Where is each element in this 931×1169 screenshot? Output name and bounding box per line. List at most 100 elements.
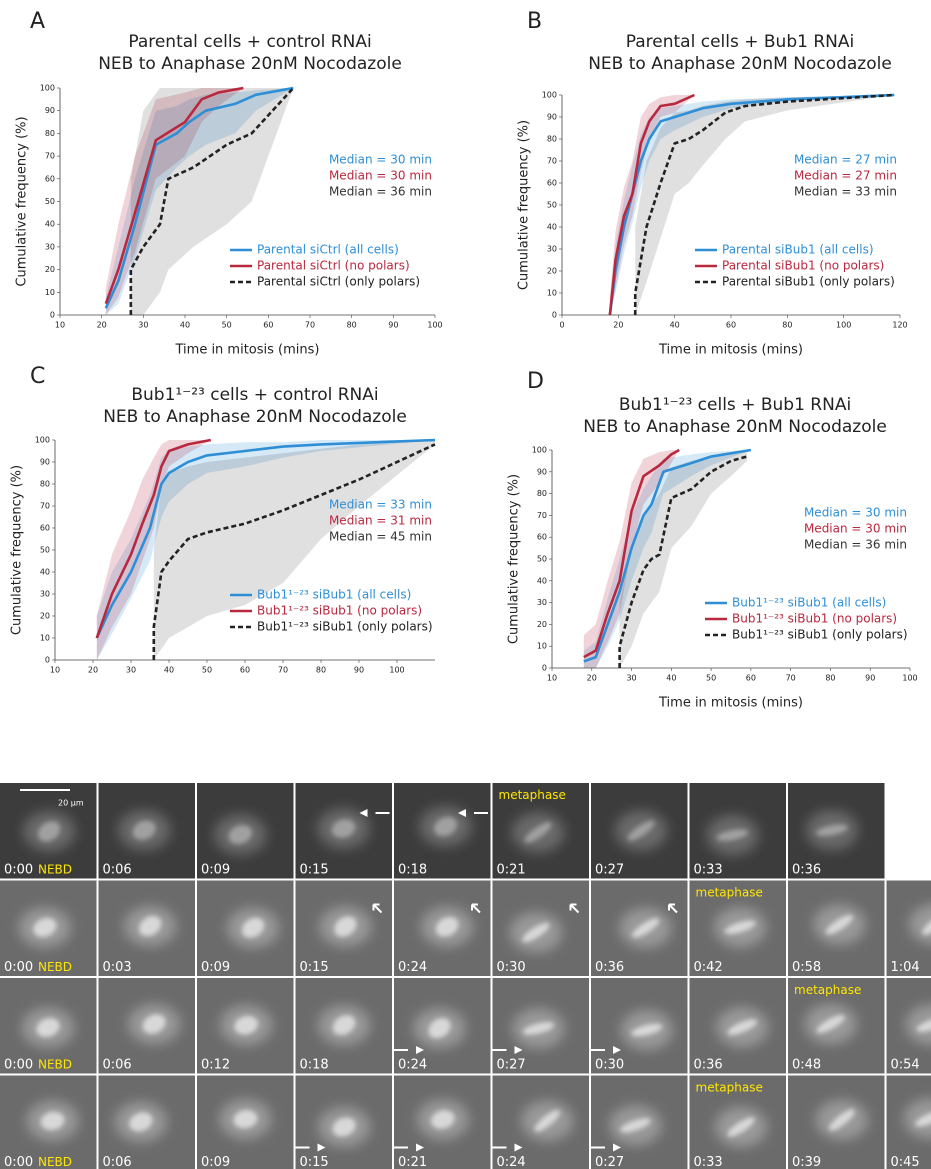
micrograph [295, 978, 392, 1074]
chromosomes [524, 822, 552, 843]
chromosomes [241, 917, 265, 938]
frame-time: 0:15 [300, 1155, 329, 1169]
x-tick-label: 50 [202, 666, 212, 675]
micrograph [295, 880, 392, 976]
frame-tag: NEBD [38, 863, 72, 877]
chromosomes [724, 920, 756, 934]
y-tick-label: 100 [35, 436, 50, 445]
y-tick-label: 70 [45, 152, 55, 161]
frame-time: 0:36 [792, 863, 821, 878]
x-tick-label: 20 [88, 666, 98, 675]
chromosomes [816, 1015, 845, 1033]
median-annotation: Median = 36 min [329, 185, 432, 199]
frame-time: 0:33 [694, 863, 723, 878]
frame-time: 0:18 [398, 863, 427, 878]
frame-time: 0:00 [4, 960, 33, 975]
micrograph [0, 783, 97, 879]
x-tick-label: 90 [388, 321, 398, 330]
chromosomes [727, 1019, 758, 1035]
y-tick-label: 30 [537, 598, 547, 607]
micrograph [788, 1075, 885, 1169]
frame-time: 0:15 [300, 960, 329, 975]
y-tick-label: 0 [542, 664, 547, 673]
arrow-head [359, 809, 368, 817]
chromosomes [332, 1117, 356, 1137]
confidence-band [153, 440, 436, 660]
y-tick-label: 0 [50, 311, 55, 320]
frame-time: 0:21 [398, 1155, 427, 1169]
frame-time: 0:06 [103, 1058, 132, 1073]
confidence-band [130, 88, 294, 315]
legend-label: Parental siBub1 (only polars) [722, 275, 895, 289]
micrograph [98, 1075, 195, 1169]
y-tick-label: 90 [537, 467, 547, 476]
micrograph [394, 783, 491, 879]
y-tick-label: 10 [45, 288, 55, 297]
frame-tag: metaphase [696, 886, 763, 900]
chart-title: Bub1¹⁻²³ cells + Bub1 RNAi [619, 395, 851, 415]
x-tick-label: 60 [746, 674, 756, 683]
chromosomes [435, 916, 459, 937]
x-tick-label: 100 [427, 321, 442, 330]
series-line [618, 455, 748, 668]
legend-label: Parental siCtrl (all cells) [257, 243, 399, 257]
scale-bar-label: 20 µm [58, 799, 84, 808]
series-line [633, 93, 895, 315]
confidence-band [105, 88, 244, 315]
frame-tag: metaphase [499, 788, 566, 802]
frame-time: 0:24 [497, 1155, 526, 1169]
chromosomes [234, 1015, 259, 1035]
arrow-head [416, 1046, 424, 1054]
confidence-band [635, 95, 895, 315]
micrograph [98, 880, 195, 976]
x-tick-label: 30 [138, 321, 148, 330]
frame-time: 0:36 [694, 1058, 723, 1073]
y-tick-label: 70 [547, 157, 557, 166]
series-line [95, 438, 436, 639]
frame-time: 1:04 [891, 960, 920, 975]
confidence-band [96, 440, 211, 660]
chromosomes [331, 819, 356, 838]
chromosomes [233, 1110, 258, 1129]
y-tick-label: 100 [40, 84, 55, 93]
cell-glow [903, 1098, 931, 1139]
arrow-head [613, 1046, 621, 1054]
chromosomes [431, 1110, 455, 1129]
x-tick-label: 0 [559, 321, 564, 330]
legend-label: Parental siBub1 (no polars) [722, 259, 884, 273]
chromosomes [132, 820, 156, 840]
x-tick-label: 20 [587, 674, 597, 683]
chromosomes [228, 825, 252, 845]
y-tick-label: 80 [547, 135, 557, 144]
frame-tag: NEBD [38, 1058, 72, 1072]
y-tick-label: 20 [45, 265, 55, 274]
y-tick-label: 90 [547, 113, 557, 122]
frame-tag: NEBD [38, 1155, 72, 1169]
panel-label: D [527, 369, 544, 394]
chromosomes [631, 1023, 663, 1037]
micrograph [591, 1075, 688, 1169]
chart-subtitle: NEB to Anaphase 20nM Nocodazole [98, 54, 402, 74]
chromosomes [36, 1018, 60, 1037]
series-line [95, 438, 212, 639]
y-tick-label: 10 [537, 642, 547, 651]
series-line [608, 93, 895, 316]
frame-time: 0:03 [103, 960, 132, 975]
x-tick-label: 90 [865, 674, 875, 683]
cell-glow [905, 1004, 931, 1045]
frame-time: 0:45 [891, 1155, 920, 1169]
frame-time: 0:30 [595, 1058, 624, 1073]
micrograph [788, 880, 885, 976]
series-line [104, 86, 294, 309]
x-tick-label: 70 [786, 674, 796, 683]
y-tick-label: 0 [45, 656, 50, 665]
micrograph [788, 783, 885, 879]
frame-tag: metaphase [696, 1081, 763, 1095]
arrow [372, 903, 383, 914]
frame-tag: NEBD [38, 960, 72, 974]
x-tick-label: 30 [626, 674, 636, 683]
micrograph [886, 880, 931, 976]
y-axis-label: Cumulative frequency (%) [517, 120, 532, 290]
micrograph [886, 978, 931, 1074]
x-tick-label: 70 [278, 666, 288, 675]
